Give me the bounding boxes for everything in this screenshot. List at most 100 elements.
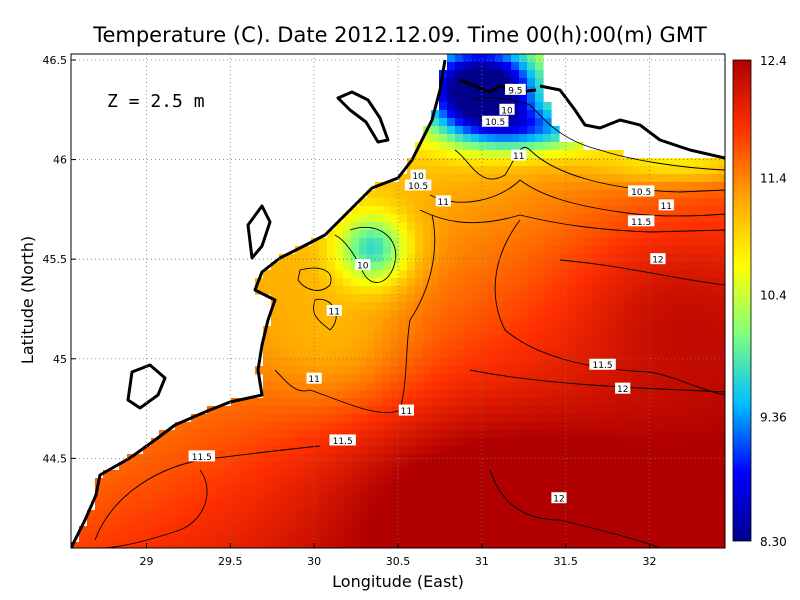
field-cell <box>679 534 688 543</box>
field-cell <box>503 342 512 351</box>
field-cell <box>263 414 272 423</box>
field-cell <box>327 382 336 391</box>
field-cell <box>295 326 304 335</box>
field-cell <box>583 294 592 303</box>
field-cell <box>663 526 672 535</box>
field-cell <box>279 342 288 351</box>
field-cell <box>591 470 600 479</box>
field-cell <box>623 254 632 263</box>
field-cell <box>703 334 712 343</box>
field-cell <box>335 526 344 535</box>
field-cell <box>255 486 264 495</box>
field-cell <box>263 518 272 527</box>
field-cell <box>463 470 472 479</box>
field-cell <box>639 414 648 423</box>
field-cell <box>311 254 320 263</box>
field-cell <box>599 494 608 503</box>
field-cell <box>439 334 448 343</box>
field-cell <box>703 350 712 359</box>
field-cell <box>711 366 720 375</box>
field-cell <box>423 262 432 271</box>
field-cell <box>631 174 640 183</box>
field-cell <box>319 478 328 487</box>
field-cell <box>327 398 336 407</box>
field-cell <box>343 318 352 327</box>
field-cell <box>511 270 520 279</box>
field-cell <box>415 510 424 519</box>
field-cell <box>431 238 440 247</box>
field-cell <box>367 390 376 399</box>
field-cell <box>599 318 608 327</box>
field-cell <box>615 150 624 159</box>
field-cell <box>519 382 528 391</box>
field-cell <box>599 398 608 407</box>
field-cell <box>247 526 256 535</box>
field-cell <box>279 286 288 295</box>
colorbar-tick-label: 12.4 <box>760 54 787 68</box>
field-cell <box>695 390 704 399</box>
field-cell <box>335 278 344 287</box>
field-cell <box>679 286 688 295</box>
field-cell <box>535 198 544 207</box>
field-cell <box>455 238 464 247</box>
field-cell <box>503 126 512 135</box>
field-cell <box>479 262 488 271</box>
field-cell <box>383 406 392 415</box>
field-cell <box>279 494 288 503</box>
field-cell <box>263 342 272 351</box>
field-cell <box>663 462 672 471</box>
field-cell <box>559 206 568 215</box>
field-cell <box>479 310 488 319</box>
field-cell <box>495 526 504 535</box>
contour-label-box <box>188 450 215 462</box>
field-cell <box>431 438 440 447</box>
field-cell <box>543 166 552 175</box>
field-cell <box>615 494 624 503</box>
field-cell <box>607 398 616 407</box>
field-cell <box>447 430 456 439</box>
field-cell <box>487 158 496 167</box>
field-cell <box>335 390 344 399</box>
field-cell <box>479 334 488 343</box>
field-cell <box>575 174 584 183</box>
field-cell <box>207 494 216 503</box>
field-cell <box>303 526 312 535</box>
field-cell <box>351 374 360 383</box>
field-cell <box>703 270 712 279</box>
field-cell <box>407 254 416 263</box>
field-cell <box>679 398 688 407</box>
field-cell <box>535 206 544 215</box>
field-cell <box>375 414 384 423</box>
field-cell <box>639 318 648 327</box>
field-cell <box>671 518 680 527</box>
field-cell <box>599 326 608 335</box>
field-cell <box>319 358 328 367</box>
field-cell <box>583 206 592 215</box>
field-cell <box>183 486 192 495</box>
field-cell <box>495 398 504 407</box>
field-cell <box>503 70 512 79</box>
field-cell <box>375 310 384 319</box>
field-cell <box>327 270 336 279</box>
field-cell <box>551 158 560 167</box>
field-cell <box>391 278 400 287</box>
field-cell <box>351 358 360 367</box>
field-cell <box>223 478 232 487</box>
field-cell <box>199 430 208 439</box>
field-cell <box>663 230 672 239</box>
field-cell <box>663 174 672 183</box>
field-cell <box>543 198 552 207</box>
field-cell <box>615 358 624 367</box>
field-cell <box>551 182 560 191</box>
field-cell <box>487 326 496 335</box>
field-cell <box>663 294 672 303</box>
field-cell <box>375 526 384 535</box>
field-cell <box>463 414 472 423</box>
field-cell <box>367 374 376 383</box>
field-cell <box>103 526 112 535</box>
field-cell <box>471 534 480 543</box>
field-cell <box>663 350 672 359</box>
field-cell <box>567 470 576 479</box>
field-cell <box>583 470 592 479</box>
field-cell <box>351 422 360 431</box>
